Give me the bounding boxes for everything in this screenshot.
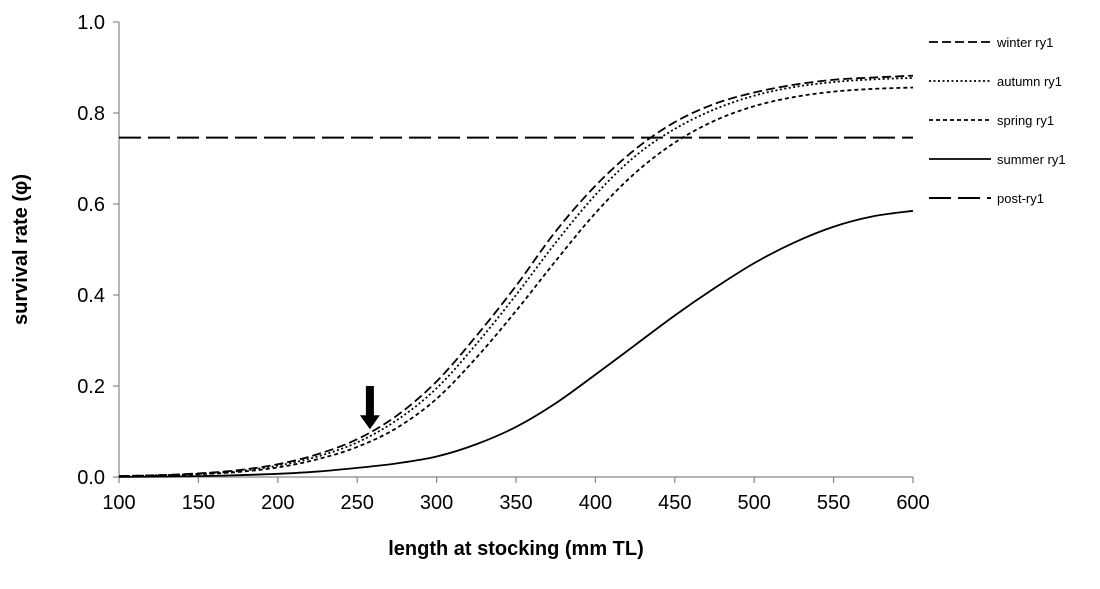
y-tick-label: 0.4: [77, 285, 105, 307]
legend-label-winter-ry1: winter ry1: [996, 35, 1053, 50]
y-tick-label: 0.6: [77, 194, 105, 216]
annotation-arrow-down: [360, 386, 380, 429]
y-tick-label: 0.2: [77, 376, 105, 398]
x-tick-label: 200: [261, 492, 294, 514]
plot-area: 0.0 0.2 0.4 0.6 0.8 1.0 100 150 200 250 300 350 400…: [77, 12, 930, 514]
x-tick-label: 150: [182, 492, 215, 514]
series-line-summer-ry1: [119, 211, 913, 477]
x-tick-label: 100: [102, 492, 135, 514]
legend-label-post-ry1: post-ry1: [997, 191, 1044, 206]
x-tick-label: 400: [579, 492, 612, 514]
y-tick-label: 0.8: [77, 103, 105, 125]
x-tick-label: 450: [658, 492, 691, 514]
x-tick-label: 300: [420, 492, 453, 514]
x-tick-label: 250: [341, 492, 374, 514]
x-tick-label: 500: [738, 492, 771, 514]
y-tick-label: 0.0: [77, 467, 105, 489]
legend-label-summer-ry1: summer ry1: [997, 152, 1066, 167]
series-lines: [119, 76, 913, 477]
x-tick-label: 350: [499, 492, 532, 514]
x-tick-label: 550: [817, 492, 850, 514]
x-tick-label: 600: [896, 492, 929, 514]
y-tick-label: 1.0: [77, 12, 105, 34]
x-axis-title: length at stocking (mm TL): [388, 538, 644, 560]
y-axis-title: survival rate (φ): [10, 174, 32, 325]
series-line-spring-ry1: [119, 88, 913, 477]
legend-label-spring-ry1: spring ry1: [997, 113, 1054, 128]
legend-label-autumn-ry1: autumn ry1: [997, 74, 1062, 89]
legend: winter ry1 autumn ry1 spring ry1 summer ry1…: [929, 35, 1066, 206]
annotations: [360, 386, 380, 429]
y-axis-ticks: 0.0 0.2 0.4 0.6 0.8 1.0: [77, 12, 119, 489]
x-axis-ticks: 100 150 200 250 300 350 400 450 500 550 600: [102, 477, 929, 514]
series-line-winter-ry1: [119, 76, 913, 476]
